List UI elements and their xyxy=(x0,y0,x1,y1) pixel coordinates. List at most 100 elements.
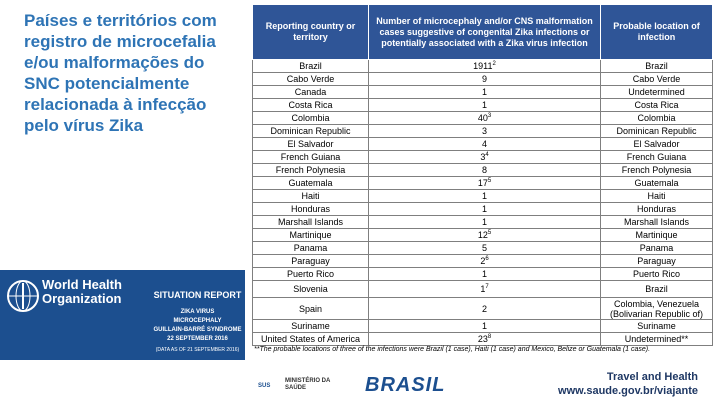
header-cell: Probable location of infection xyxy=(600,4,713,60)
country-cell: Dominican Republic xyxy=(252,124,369,138)
table-row: Slovenia 17 Brazil xyxy=(252,280,713,298)
case-count: 1 xyxy=(481,269,487,279)
footnote: **The probable locations of three of the… xyxy=(254,346,651,353)
cases-cell: 1 xyxy=(368,215,601,229)
case-count: 12 xyxy=(477,230,488,240)
cases-cell: 175 xyxy=(368,176,601,190)
cases-cell: 1 xyxy=(368,189,601,203)
note-marker: 3 xyxy=(487,113,492,119)
topic-line: 22 SEPTEMBER 2016 xyxy=(167,336,228,342)
table-row: Costa Rica 1 Costa Rica xyxy=(252,98,713,112)
case-count: 1 xyxy=(481,191,487,201)
cases-cell: 1 xyxy=(368,98,601,112)
location-cell: Marshall Islands xyxy=(600,215,713,229)
case-count: 1 xyxy=(481,100,487,110)
case-count: 2 xyxy=(480,256,486,266)
table-body: Brazil 19112 Brazil Cabo Verde 9 Cabo Verde Ca… xyxy=(252,59,713,346)
country-cell: Paraguay xyxy=(252,254,369,268)
case-count: 1 xyxy=(481,217,487,227)
country-cell: Slovenia xyxy=(252,280,369,298)
cases-cell: 1 xyxy=(368,202,601,216)
report-kind: SITUATION REPORT xyxy=(153,290,242,300)
cases-cell: 2 xyxy=(368,297,601,320)
cases-cell: 3 xyxy=(368,124,601,138)
country-cell: Brazil xyxy=(252,59,369,73)
country-cell: Colombia xyxy=(252,111,369,125)
table-row: Puerto Rico 1 Puerto Rico xyxy=(252,267,713,281)
country-cell: Costa Rica xyxy=(252,98,369,112)
table-row: Dominican Republic 3 Dominican Republic xyxy=(252,124,713,138)
location-cell: French Guiana xyxy=(600,150,713,164)
country-cell: Spain xyxy=(252,297,369,320)
country-cell: El Salvador xyxy=(252,137,369,151)
who-name: World Health Organization xyxy=(42,277,122,306)
country-cell: Puerto Rico xyxy=(252,267,369,281)
note-marker: 7 xyxy=(485,284,489,290)
table-row: Suriname 1 Suriname xyxy=(252,319,713,333)
header-cell: Number of microcephaly and/or CNS malfor… xyxy=(368,4,601,60)
cases-cell: 1 xyxy=(368,85,601,99)
location-cell: French Polynesia xyxy=(600,163,713,177)
note-marker: 5 xyxy=(487,178,492,184)
slide-title: Países e territórios com registro de mic… xyxy=(24,11,217,135)
note-marker: 8 xyxy=(487,334,492,340)
case-count: 9 xyxy=(481,74,487,84)
header-row: Reporting country or territory Number of … xyxy=(252,4,713,60)
table-row: French Polynesia 8 French Polynesia xyxy=(252,163,713,177)
table-row: Panama 5 Panama xyxy=(252,241,713,255)
case-count: 1 xyxy=(481,321,487,331)
ministry-logo: MINISTÉRIO DA SAÚDE xyxy=(285,378,331,391)
cases-cell: 238 xyxy=(368,332,601,346)
location-cell: Undetermined** xyxy=(600,332,713,346)
location-cell: Paraguay xyxy=(600,254,713,268)
cases-cell: 1 xyxy=(368,319,601,333)
cases-cell: 8 xyxy=(368,163,601,177)
table-row: Paraguay 26 Paraguay xyxy=(252,254,713,268)
cases-cell: 34 xyxy=(368,150,601,164)
who-report-cover: World Health Organization SITUATION REPO… xyxy=(0,270,245,360)
location-cell: El Salvador xyxy=(600,137,713,151)
report-date: (DATA AS OF 21 SEPTEMBER 2016) xyxy=(155,347,240,353)
footer-info: Travel and Health www.saude.gov.br/viaja… xyxy=(558,370,698,398)
case-count: 1 xyxy=(481,87,487,97)
location-cell: Brazil xyxy=(600,280,713,298)
table-row: Honduras 1 Honduras xyxy=(252,202,713,216)
cases-cell: 4 xyxy=(368,137,601,151)
location-cell: Cabo Verde xyxy=(600,72,713,86)
location-cell: Costa Rica xyxy=(600,98,713,112)
location-cell: Undetermined xyxy=(600,85,713,99)
table-row: Guatemala 175 Guatemala xyxy=(252,176,713,190)
note-marker: 6 xyxy=(485,256,489,262)
country-cell: French Polynesia xyxy=(252,163,369,177)
note-marker: 5 xyxy=(487,230,492,236)
case-count: 17 xyxy=(477,178,488,188)
case-count: 23 xyxy=(477,334,488,344)
case-count: 8 xyxy=(481,165,487,175)
case-count: 1 xyxy=(480,284,486,294)
cases-cell: 26 xyxy=(368,254,601,268)
country-cell: Honduras xyxy=(252,202,369,216)
location-cell: Colombia, Venezuela (Bolivarian Republic… xyxy=(600,297,713,320)
footer-url: www.saude.gov.br/viajante xyxy=(558,385,698,397)
note-marker: 4 xyxy=(485,152,489,158)
location-cell: Colombia xyxy=(600,111,713,125)
table-row: Cabo Verde 9 Cabo Verde xyxy=(252,72,713,86)
table-row: French Guiana 34 French Guiana xyxy=(252,150,713,164)
case-count: 1911 xyxy=(473,61,493,71)
country-cell: Martinique xyxy=(252,228,369,242)
table-row: El Salvador 4 El Salvador xyxy=(252,137,713,151)
country-cell: Suriname xyxy=(252,319,369,333)
cases-cell: 1 xyxy=(368,267,601,281)
location-cell: Brazil xyxy=(600,59,713,73)
country-cell: Marshall Islands xyxy=(252,215,369,229)
topic-line: ZIKA VIRUS xyxy=(180,309,215,315)
cases-cell: 19112 xyxy=(368,59,601,73)
table-row: Canada 1 Undetermined xyxy=(252,85,713,99)
location-cell: Martinique xyxy=(600,228,713,242)
case-count: 1 xyxy=(481,204,487,214)
sus-logo: SUS xyxy=(258,383,271,389)
country-cell: Canada xyxy=(252,85,369,99)
cases-cell: 17 xyxy=(368,280,601,298)
country-cell: United States of America xyxy=(252,332,369,346)
